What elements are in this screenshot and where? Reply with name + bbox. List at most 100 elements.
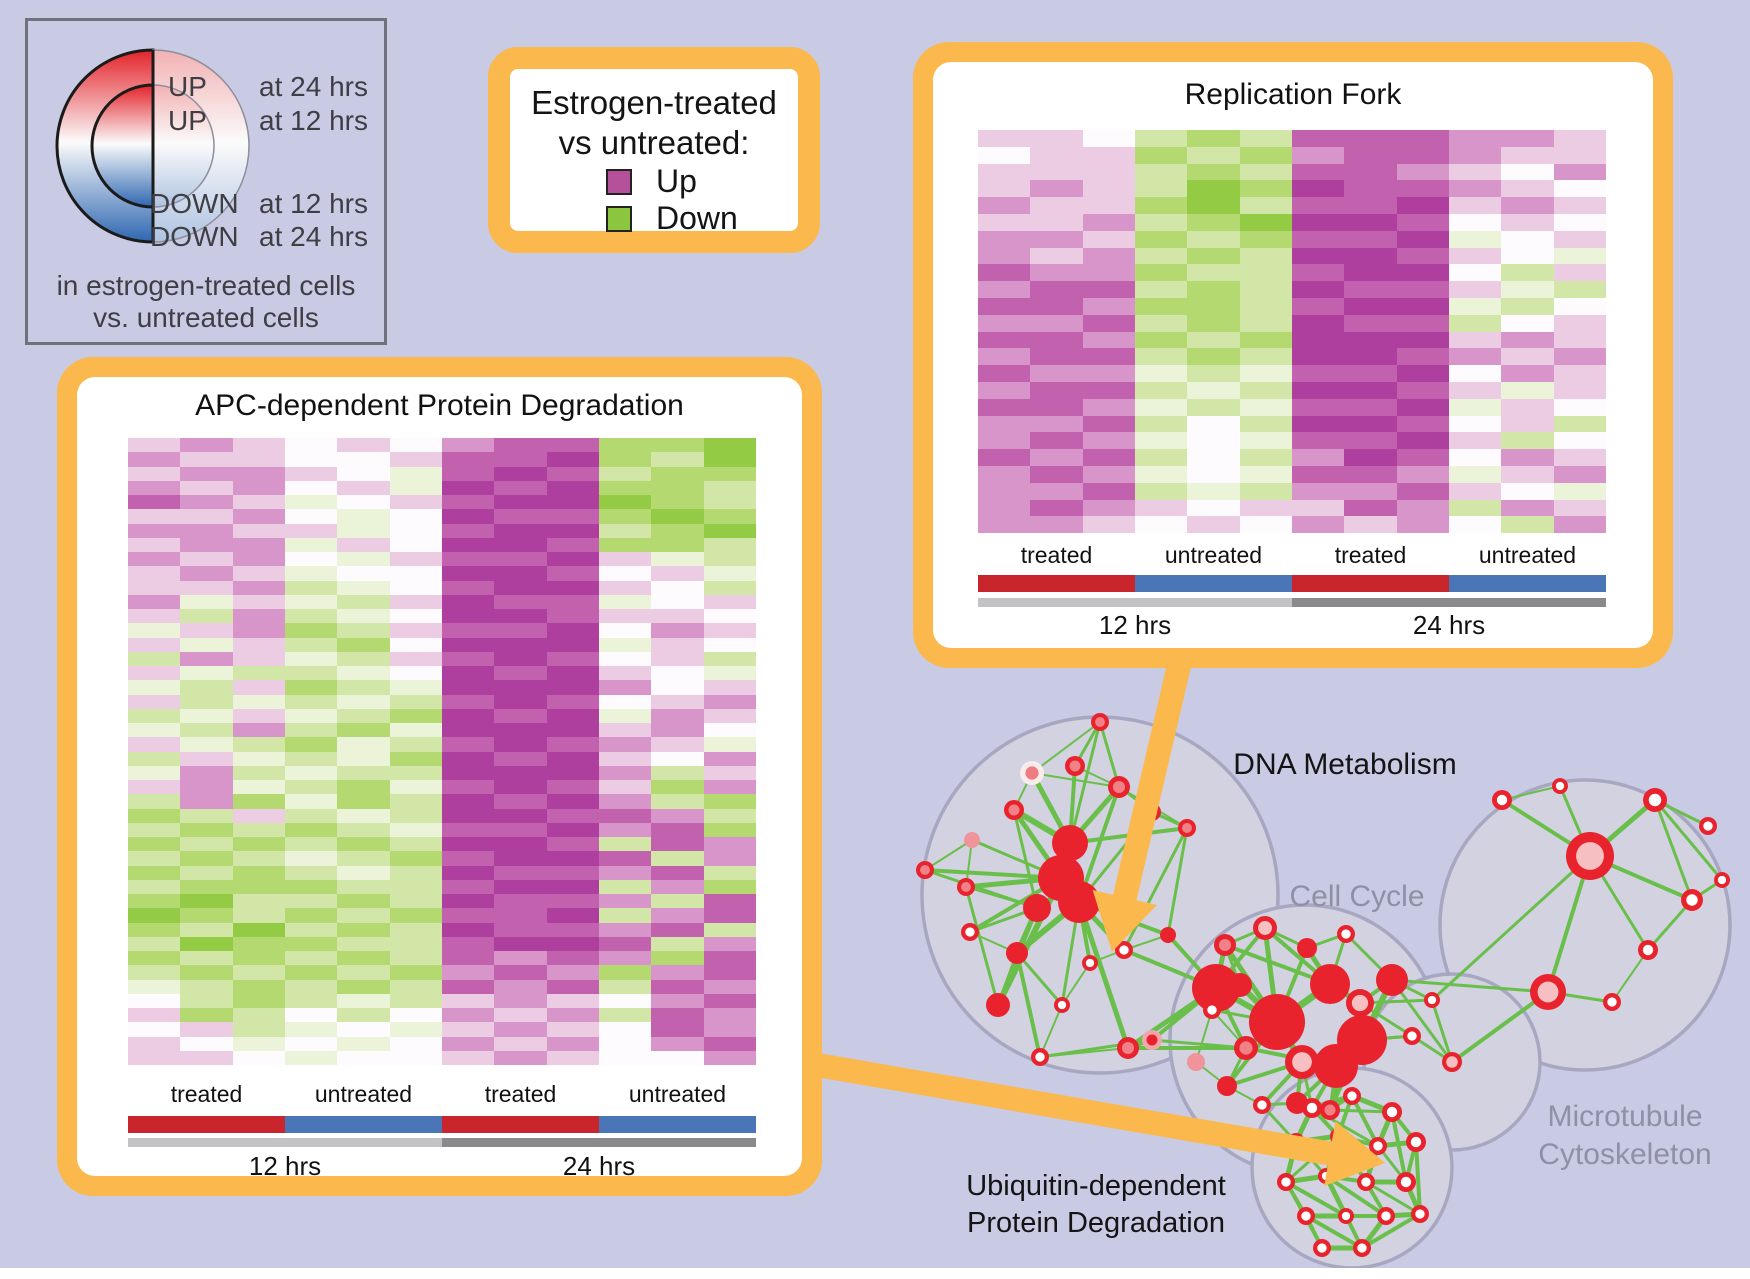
heatmap-cell <box>1291 130 1345 147</box>
bottom-margin <box>0 1268 1750 1279</box>
heatmap-cell <box>1553 197 1606 214</box>
heatmap-cell <box>703 594 756 609</box>
cell-cycle-label-line: Cell Cycle <box>1289 880 1425 913</box>
heatmap-cell <box>651 708 704 723</box>
heatmap-cell <box>1448 197 1502 214</box>
heatmap-cell <box>232 737 285 752</box>
network-node-pink <box>1187 1053 1205 1071</box>
heatmap-cell <box>494 623 547 638</box>
heatmap-cell <box>232 566 285 581</box>
heatmap-cell <box>1134 465 1188 483</box>
heatmap-cell <box>598 922 652 937</box>
heatmap-cell <box>337 651 390 666</box>
heatmap-row <box>128 808 756 823</box>
heatmap-cell <box>651 993 704 1008</box>
network-edge <box>1414 1140 1422 1216</box>
heatmap-cell <box>1501 415 1554 433</box>
updown-gradient-circles <box>55 48 250 244</box>
heatmap-cell <box>703 609 756 624</box>
heatmap-cell <box>1553 482 1606 500</box>
heatmap-cell <box>1553 398 1606 416</box>
heatmap-cell <box>978 314 1031 332</box>
heatmap-cell <box>1501 130 1554 147</box>
heatmap-cell <box>232 837 285 852</box>
heatmap-cell <box>180 723 233 738</box>
heatmap-cell <box>703 765 756 780</box>
heatmap-cell <box>598 609 652 624</box>
heatmap-cell <box>494 979 547 994</box>
heatmap-cell <box>1448 465 1502 483</box>
heatmap-cell <box>284 908 338 923</box>
heatmap-cell <box>1448 281 1502 298</box>
heatmap-cell <box>128 851 181 866</box>
heatmap-cell <box>978 398 1031 416</box>
heatmap-row <box>128 1050 756 1065</box>
heatmap-row <box>978 314 1606 332</box>
heatmap-row <box>978 281 1606 298</box>
heatmap-cell <box>232 765 285 780</box>
heatmap-cell <box>703 651 756 666</box>
heatmap-cell <box>337 580 390 595</box>
rf-time-labels: 12 hrs 24 hrs <box>978 610 1606 642</box>
arrow-apc-to-ubiquitin-shaft <box>797 1050 1338 1167</box>
network-edge <box>1031 772 1120 788</box>
heatmap-cell <box>598 765 652 780</box>
heatmap-cell <box>703 1036 756 1051</box>
heatmap-cell <box>284 837 338 852</box>
heatmap-cell <box>978 146 1031 164</box>
heatmap-cell <box>128 951 181 966</box>
heatmap-row <box>978 516 1606 534</box>
network-edge <box>1646 898 1694 952</box>
network-node-core <box>1496 794 1508 806</box>
heatmap-cell <box>494 552 547 567</box>
heatmap-cell <box>1501 348 1554 366</box>
heatmap-cell <box>703 452 756 467</box>
heatmap-row <box>128 480 756 495</box>
treatment-bar <box>128 1116 285 1133</box>
network-node-core <box>1292 1052 1312 1072</box>
heatmap-cell <box>494 936 547 951</box>
heatmap-cell <box>389 865 442 880</box>
heatmap-cell <box>703 1050 756 1065</box>
heatmap-cell <box>494 1036 547 1051</box>
heatmap-cell <box>546 1036 599 1051</box>
heatmap-cell <box>389 651 442 666</box>
heatmap-cell <box>180 566 233 581</box>
heatmap-row <box>128 708 756 723</box>
heatmap-row <box>978 180 1606 198</box>
heatmap-cell <box>703 523 756 538</box>
estrogen-legend-title-line2: vs untreated: <box>558 124 750 161</box>
heatmap-cell <box>598 637 652 652</box>
network-node-core <box>1415 1209 1425 1219</box>
heatmap-cell <box>598 708 652 723</box>
network-node-solid <box>1160 927 1176 943</box>
updown-footer-line1: in estrogen-treated cells <box>56 270 356 301</box>
heatmap-cell <box>1344 415 1397 433</box>
heatmap-cell <box>1082 482 1135 500</box>
heatmap-cell <box>389 837 442 852</box>
heatmap-row <box>128 794 756 809</box>
heatmap-cell <box>389 894 442 909</box>
network-node-core <box>1025 766 1039 780</box>
network-edge <box>1166 826 1189 937</box>
network-node-core <box>1035 1052 1045 1062</box>
heatmap-row <box>128 751 756 766</box>
heatmap-cell <box>703 808 756 823</box>
heatmap-cell <box>180 794 233 809</box>
apc-time-labels: 12 hrs 24 hrs <box>128 1151 756 1183</box>
heatmap-cell <box>232 1050 285 1065</box>
heatmap-cell <box>337 466 390 481</box>
heatmap-cell <box>598 552 652 567</box>
heatmap-cell <box>337 1036 390 1051</box>
heatmap-cell <box>703 837 756 852</box>
heatmap-cell <box>1187 482 1240 500</box>
heatmap-cell <box>232 594 285 609</box>
heatmap-cell <box>180 908 233 923</box>
heatmap-cell <box>441 680 495 695</box>
heatmap-cell <box>1396 180 1449 198</box>
heatmap-cell <box>1344 197 1397 214</box>
heatmap-cell <box>1448 516 1502 534</box>
heatmap-cell <box>232 822 285 837</box>
heatmap-cell <box>703 794 756 809</box>
heatmap-cell <box>1134 281 1188 298</box>
